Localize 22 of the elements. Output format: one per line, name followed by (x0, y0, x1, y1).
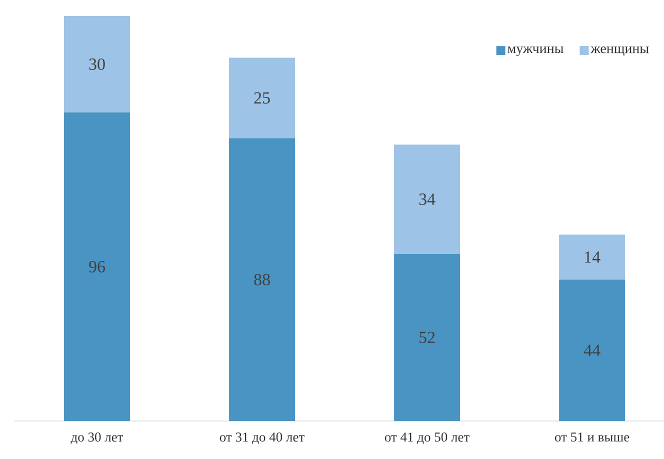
bar (394, 144, 460, 254)
data-label: 44 (584, 344, 600, 356)
data-label: 52 (420, 332, 435, 344)
bar (229, 138, 296, 421)
bar (559, 280, 626, 421)
data-label: 34 (419, 194, 436, 205)
bar (64, 112, 130, 421)
bar (394, 254, 460, 421)
x-tick-label: от 41 до 50 лет (384, 432, 470, 444)
bar (229, 58, 296, 138)
x-tick-label: от 51 и выше (555, 432, 630, 442)
bar (64, 16, 130, 112)
data-label: 25 (254, 92, 270, 104)
data-label: 14 (585, 251, 600, 263)
bar (559, 234, 626, 280)
legend-label: женщины (590, 46, 649, 56)
data-label: 96 (89, 261, 106, 272)
x-tick-label: до 30 лет (70, 432, 124, 444)
x-tick-label: от 31 до 40 лет (220, 432, 304, 444)
data-label: 88 (254, 274, 270, 286)
data-label: 30 (89, 58, 105, 70)
legend-label: мужчины (508, 46, 564, 56)
